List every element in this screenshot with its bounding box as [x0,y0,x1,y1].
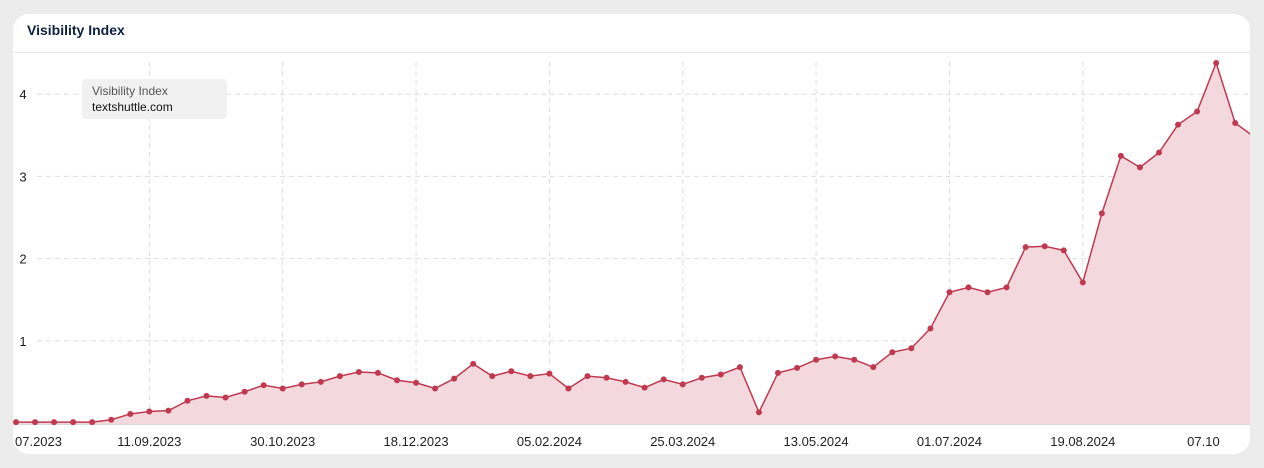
data-point[interactable] [203,392,210,399]
card-title: Visibility Index [27,22,125,38]
data-point[interactable] [984,289,991,296]
tooltip-domain: textshuttle.com [92,100,173,114]
data-point[interactable] [641,384,648,391]
data-point[interactable] [679,381,686,388]
data-point[interactable] [1232,119,1239,126]
data-point[interactable] [1175,121,1182,128]
data-point[interactable] [470,360,477,367]
data-point[interactable] [32,419,39,426]
data-point[interactable] [241,388,248,395]
data-point[interactable] [508,368,515,375]
data-point[interactable] [927,325,934,332]
data-point[interactable] [127,410,134,417]
data-point[interactable] [70,419,77,426]
x-tick-label: 25.03.2024 [650,434,715,449]
y-tick-label: 1 [19,334,26,349]
data-point[interactable] [1041,243,1048,250]
data-point[interactable] [413,379,420,386]
data-point[interactable] [165,407,172,414]
x-tick-label: 13.05.2024 [784,434,849,449]
data-point[interactable] [1079,279,1086,286]
visibility-chart[interactable]: 1 2 3 4 07.2023 11.09.2023 30.10.2023 18.12.202… [13,14,1250,454]
data-point[interactable] [374,369,381,376]
data-point[interactable] [755,409,762,416]
y-tick-label: 2 [19,252,26,267]
data-point[interactable] [1117,152,1124,159]
data-point[interactable] [355,369,362,376]
data-point[interactable] [546,370,553,377]
card-header: Visibility Index [13,14,1250,53]
data-point[interactable] [108,416,115,423]
x-tick-label: 11.09.2023 [117,434,181,449]
data-point[interactable] [13,419,19,426]
data-point[interactable] [51,419,58,426]
data-point[interactable] [908,345,915,352]
y-tick-label: 4 [19,87,26,102]
data-point[interactable] [851,356,858,363]
visibility-card: Visibility Index 1 2 3 4 07.2023 11.09.2023 30… [13,14,1250,454]
data-point[interactable] [870,364,877,371]
data-point[interactable] [565,385,572,392]
data-point[interactable] [660,376,667,383]
x-tick-label: 01.07.2024 [917,434,982,449]
data-point[interactable] [622,378,629,385]
data-point[interactable] [451,375,458,382]
data-point[interactable] [1060,247,1067,254]
data-point[interactable] [489,373,496,380]
data-point[interactable] [184,397,191,404]
data-point[interactable] [946,289,953,296]
data-point[interactable] [394,377,400,384]
series-area [16,62,1250,424]
data-point[interactable] [146,408,153,415]
tooltip-metric-label: Visibility Index [92,84,168,98]
data-point[interactable] [336,373,343,380]
data-point[interactable] [813,356,820,363]
data-point[interactable] [1213,59,1220,66]
data-point[interactable] [584,373,591,380]
data-point[interactable] [717,371,724,378]
data-point[interactable] [1003,284,1010,291]
data-point[interactable] [1098,210,1105,217]
label-layer: 1 2 3 4 07.2023 11.09.2023 30.10.2023 18.12.202… [15,87,1220,449]
data-point[interactable] [965,284,972,291]
data-point[interactable] [279,385,286,392]
data-point[interactable] [1022,244,1029,251]
data-point[interactable] [222,394,229,401]
data-point[interactable] [698,374,705,381]
y-tick-label: 3 [19,169,26,184]
data-point[interactable] [1156,149,1162,156]
data-point[interactable] [260,382,267,389]
data-point[interactable] [1194,108,1201,115]
x-tick-label: 18.12.2023 [384,434,449,449]
data-point[interactable] [794,364,801,371]
data-point[interactable] [527,373,534,380]
data-point[interactable] [775,369,781,376]
data-point[interactable] [889,349,896,356]
chart-tooltip: Visibility Index textshuttle.com [82,79,227,119]
x-tick-label: 05.02.2024 [517,434,582,449]
data-point[interactable] [832,353,839,360]
data-point[interactable] [736,364,743,371]
data-point[interactable] [1136,164,1143,171]
data-point[interactable] [432,385,439,392]
data-point[interactable] [89,419,96,426]
data-point[interactable] [317,378,324,385]
x-tick-label: 07.2023 [15,434,62,449]
data-point[interactable] [298,381,305,388]
x-tick-label: 30.10.2023 [250,434,315,449]
x-tick-label: 07.10 [1187,434,1220,449]
x-tick-label: 19.08.2024 [1050,434,1115,449]
point-layer [13,59,1239,426]
data-point[interactable] [603,374,610,381]
